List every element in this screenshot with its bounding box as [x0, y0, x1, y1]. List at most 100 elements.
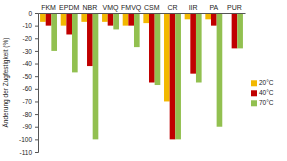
- y-tick-label: -80: [23, 111, 33, 118]
- legend-item: 70°C: [251, 99, 274, 106]
- x-tick: CR: [167, 4, 177, 13]
- bar: [102, 13, 108, 22]
- y-tick-mark: [35, 152, 38, 153]
- legend-swatch: [251, 80, 257, 86]
- y-tick-label: 0: [28, 10, 32, 17]
- y-tick: 0: [28, 10, 38, 17]
- y-tick-mark: [35, 76, 38, 77]
- x-tick-label: PUR: [227, 4, 242, 11]
- bar: [232, 13, 238, 48]
- bar: [128, 13, 134, 26]
- y-tick: -50: [23, 73, 38, 80]
- bar: [108, 13, 114, 26]
- y-tick: -70: [23, 98, 38, 105]
- x-tick: IIR: [189, 4, 198, 13]
- bar: [134, 13, 140, 47]
- y-axis: 0 -10 -20 -30 -40 -50 -60 -70 -80 -90 -100 -110: [19, 10, 39, 156]
- y-tick: -100: [19, 136, 38, 143]
- x-tick: CSM: [144, 4, 160, 13]
- x-tick-label: FKM: [41, 4, 56, 11]
- y-tick-mark: [35, 51, 38, 52]
- y-tick: -40: [23, 60, 38, 67]
- y-tick-mark: [35, 139, 38, 140]
- bar: [81, 13, 87, 22]
- y-tick-label: -30: [23, 47, 33, 54]
- bar: [217, 13, 223, 127]
- bar: [170, 13, 176, 139]
- y-tick-label: -110: [19, 149, 32, 156]
- bar: [237, 13, 243, 48]
- y-tick: -60: [23, 85, 38, 92]
- y-tick-mark: [35, 101, 38, 102]
- x-tick-label: NBR: [82, 4, 97, 11]
- y-tick-mark: [35, 64, 38, 65]
- x-tick-label: PA: [209, 4, 218, 11]
- x-axis-line: [39, 13, 246, 14]
- legend-label: 20°C: [259, 79, 274, 86]
- y-tick-label: -10: [23, 22, 33, 29]
- y-tick-mark: [35, 89, 38, 90]
- x-tick-label: CR: [167, 4, 177, 11]
- y-tick-label: -100: [19, 136, 32, 143]
- bar: [87, 13, 93, 66]
- chart: 0 -10 -20 -30 -40 -50 -60 -70 -80 -90 -100 -110 FKME…: [0, 0, 287, 161]
- legend-swatch: [251, 90, 257, 96]
- legend-item: 20°C: [251, 79, 274, 86]
- x-tick: PA: [209, 4, 218, 13]
- bar: [113, 13, 119, 29]
- y-tick-mark: [35, 114, 38, 115]
- legend-label: 40°C: [259, 89, 274, 96]
- bar: [123, 13, 129, 26]
- x-tick-label: IIR: [189, 4, 198, 11]
- x-tick-label: VMQ: [103, 4, 120, 12]
- y-tick-label: -50: [23, 73, 33, 80]
- y-tick-label: -60: [23, 85, 33, 92]
- x-tick: VMQ: [103, 4, 120, 13]
- bars: [40, 13, 243, 139]
- bar: [143, 13, 149, 23]
- bar: [196, 13, 202, 83]
- legend-swatch: [251, 100, 257, 106]
- legend: 20°C 40°C 70°C: [251, 79, 274, 106]
- bar: [93, 13, 99, 139]
- y-tick: -10: [23, 22, 38, 29]
- y-tick-label: -70: [23, 98, 33, 105]
- bar: [190, 13, 196, 74]
- y-tick: -80: [23, 111, 38, 118]
- legend-label: 70°C: [259, 99, 274, 106]
- x-axis: FKMEPDMNBR VMQFMVQCSM CR IIR PA PUR: [39, 4, 246, 14]
- y-axis-title: Änderung der Zugfestigkeit (%): [2, 38, 10, 128]
- bar: [175, 13, 181, 139]
- y-tick: -30: [23, 47, 38, 54]
- legend-item: 40°C: [251, 89, 274, 96]
- bar: [40, 13, 46, 22]
- y-tick: -110: [19, 149, 38, 156]
- x-tick: EPDM: [59, 4, 79, 13]
- x-tick: FKM: [41, 4, 56, 13]
- y-axis-line: [35, 14, 39, 153]
- y-tick-mark: [35, 13, 38, 14]
- y-tick: -20: [23, 35, 38, 42]
- x-tick: NBR: [82, 4, 97, 13]
- bar: [72, 13, 78, 72]
- y-tick-mark: [35, 127, 38, 128]
- y-tick-mark: [35, 38, 38, 39]
- bar: [164, 13, 170, 101]
- y-tick-mark: [35, 26, 38, 27]
- x-tick-label: CSM: [144, 4, 160, 11]
- bar: [46, 13, 52, 26]
- bar: [51, 13, 57, 51]
- bar: [61, 13, 67, 26]
- x-tick-label: FMVQ: [121, 4, 142, 12]
- bar: [155, 13, 161, 85]
- y-tick-label: -20: [23, 35, 33, 42]
- y-tick-label: -90: [23, 123, 33, 130]
- x-tick-label: EPDM: [59, 4, 79, 11]
- y-tick-label: -40: [23, 60, 33, 67]
- y-tick: -90: [23, 123, 38, 130]
- x-tick: PUR: [227, 4, 242, 13]
- bar: [66, 13, 72, 34]
- x-tick: FMVQ: [121, 4, 142, 13]
- bar: [211, 13, 217, 26]
- bar: [149, 13, 155, 83]
